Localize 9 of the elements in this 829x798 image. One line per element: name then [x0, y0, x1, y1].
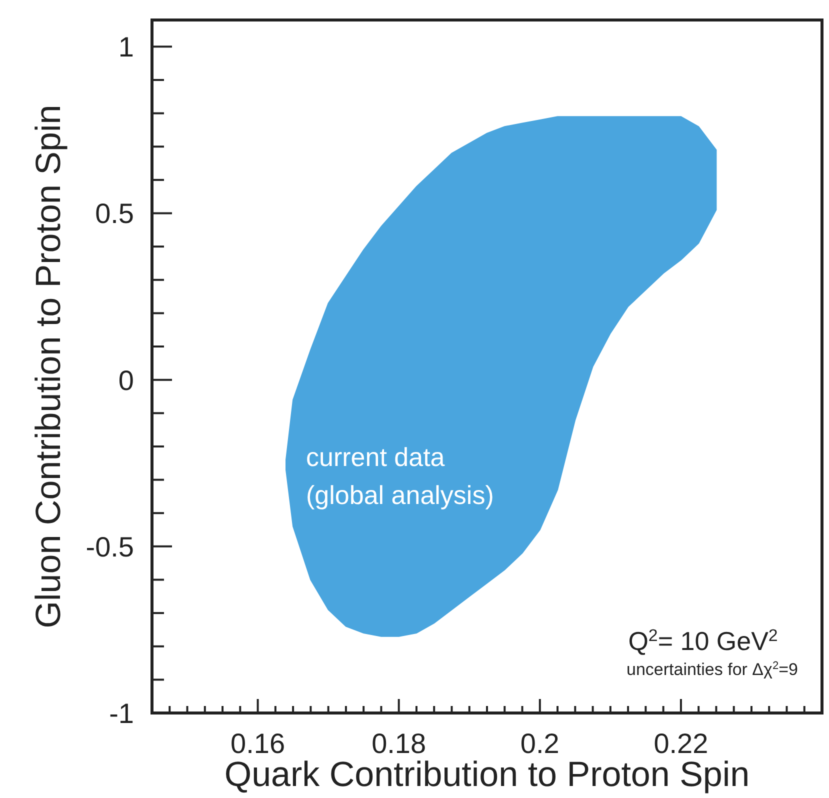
- y-tick-label: 1: [118, 32, 134, 63]
- y-tick-label: -1: [109, 698, 134, 729]
- annotation: current data (global analysis): [306, 442, 494, 510]
- y-tick-label: -0.5: [86, 531, 134, 562]
- annotation: Q$^{2}$= 10 GeV$^{2}$: [628, 626, 778, 656]
- annotation: uncertainties for Δχ$^{2}$=9: [626, 660, 798, 679]
- y-axis-title: Gluon Contribution to Proton Spin: [29, 104, 68, 628]
- y-tick-label: 0.5: [95, 198, 134, 230]
- y-tick-label: 0: [118, 364, 134, 396]
